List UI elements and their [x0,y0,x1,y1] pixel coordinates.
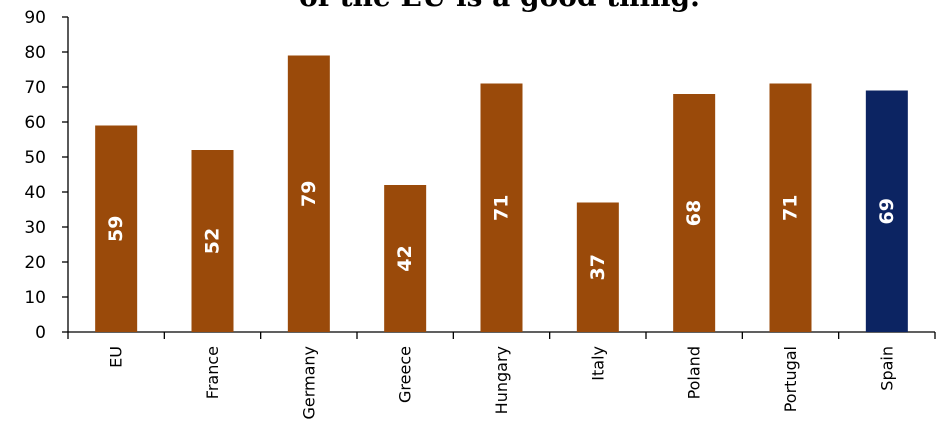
x-category-label: Poland [685,346,704,399]
x-category-label: Portugal [781,346,800,412]
y-tick-label: 40 [24,183,46,203]
y-tick-label: 30 [24,218,46,238]
data-label: 69 [876,198,898,224]
y-tick-label: 70 [24,78,46,98]
bar-portugal [769,83,812,332]
bar-italy [576,202,619,332]
data-label: 42 [394,245,416,271]
x-category-label: Italy [588,346,607,381]
data-label: 59 [105,216,127,242]
y-tick-label: 10 [24,288,46,308]
x-category-label: Greece [396,346,415,403]
y-tick-label: 80 [24,43,46,63]
bar-france [191,150,234,332]
bar-germany [287,55,330,332]
chart-title: of the EU is a good thing. [60,0,939,13]
y-tick-label: 20 [24,253,46,273]
data-label: 52 [202,228,224,254]
bar-eu [95,125,138,332]
data-label: 71 [780,195,802,221]
data-label: 37 [587,254,609,280]
x-category-label: France [203,346,222,399]
bar-spain [865,90,908,332]
data-label: 79 [298,181,320,207]
bar-poland [673,94,716,332]
data-label: 68 [683,200,705,226]
bar-greece [384,185,427,332]
y-tick-label: 60 [24,113,46,133]
x-category-label: EU [107,346,126,368]
x-category-label: Spain [877,346,896,391]
x-category-label: Germany [299,346,318,420]
data-label: 71 [491,195,513,221]
y-tick-label: 90 [24,8,46,28]
y-tick-label: 50 [24,148,46,168]
x-category-label: Hungary [492,346,511,414]
bar-hungary [480,83,523,332]
y-tick-label: 0 [35,323,46,343]
